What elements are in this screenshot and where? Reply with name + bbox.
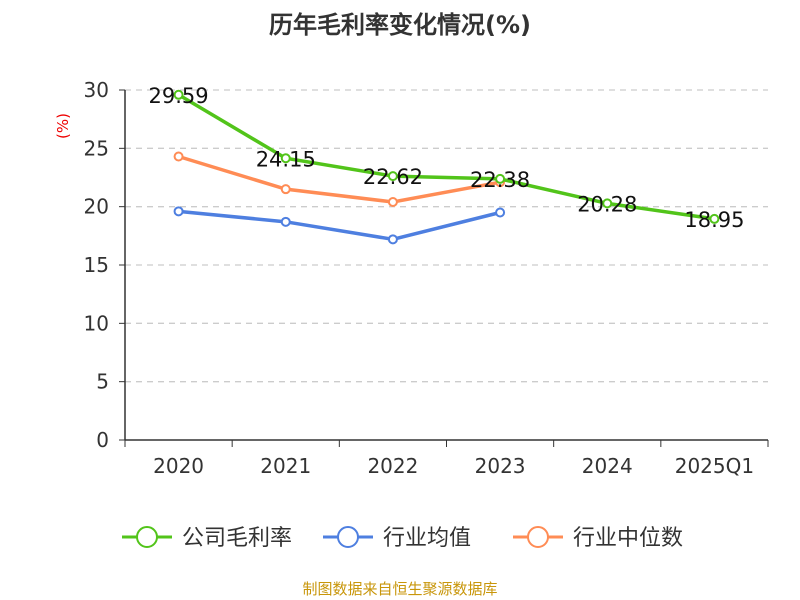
- x-tick-label: 2024: [582, 454, 633, 478]
- data-point: [280, 153, 291, 164]
- legend-label: 行业中位数: [573, 526, 683, 551]
- x-tick-label: 2022: [367, 454, 418, 478]
- y-tick-label: 15: [84, 253, 109, 277]
- y-tick-label: 30: [84, 78, 109, 102]
- series-line-0: [177, 93, 715, 221]
- series-line-2: [178, 154, 501, 204]
- data-label: 20.28: [577, 192, 637, 216]
- legend-marker-icon: [337, 526, 359, 548]
- data-point: [495, 207, 506, 218]
- x-tick-label: 2021: [260, 454, 311, 478]
- data-point: [173, 206, 184, 217]
- legend-marker-icon: [136, 526, 158, 548]
- data-point: [387, 197, 398, 207]
- x-tick-label: 2020: [153, 454, 204, 478]
- x-tick-label: 2023: [475, 454, 526, 478]
- legend-label: 公司毛利率: [182, 526, 292, 551]
- source-footer: 制图数据来自恒生聚源数据库: [302, 580, 497, 598]
- data-label: 29.59: [149, 84, 209, 108]
- data-label: 22.62: [363, 165, 423, 189]
- data-point: [602, 198, 613, 209]
- data-point: [280, 184, 291, 195]
- data-point: [387, 234, 398, 245]
- data-point: [495, 173, 506, 184]
- y-tick-label: 0: [96, 428, 109, 452]
- data-label: 22.38: [470, 168, 530, 192]
- y-tick-label: 25: [84, 136, 109, 160]
- legend-label: 行业均值: [383, 526, 471, 551]
- data-point: [280, 216, 291, 227]
- data-label: 18.95: [684, 208, 744, 232]
- y-tick-label: 10: [84, 311, 109, 335]
- y-tick-label: 20: [84, 195, 109, 219]
- data-point: [173, 89, 184, 100]
- data-point: [173, 151, 184, 162]
- y-axis-label: (%): [54, 113, 72, 139]
- data-point: [387, 171, 398, 182]
- legend-marker-icon: [527, 526, 549, 548]
- x-tick-label: 2025Q1: [675, 454, 754, 478]
- series-line-1: [178, 209, 501, 242]
- y-tick-label: 5: [96, 370, 109, 394]
- data-point: [709, 213, 720, 224]
- chart-title: 历年毛利率变化情况(%): [269, 11, 531, 39]
- data-label: 24.15: [256, 147, 316, 171]
